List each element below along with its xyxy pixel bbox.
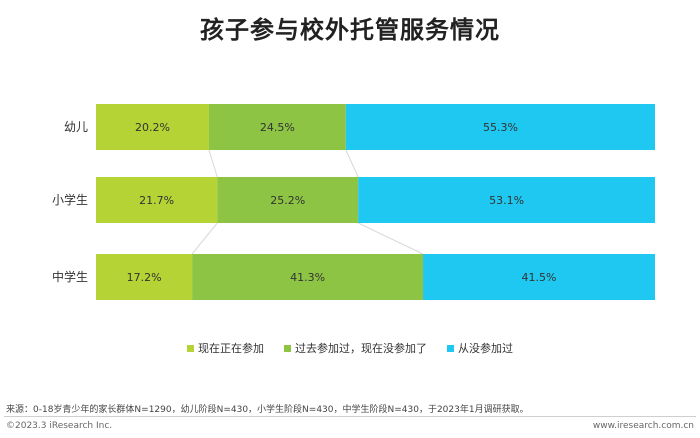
bar-segment-never (423, 254, 655, 300)
legend-swatch-never (447, 344, 454, 352)
bar-segment-past (192, 254, 424, 300)
connector-line (208, 149, 218, 178)
chart-title: 孩子参与校外托管服务情况 (200, 16, 500, 44)
bar-segment-past (217, 177, 359, 223)
legend-swatch-past (284, 344, 291, 352)
data-label: 25.2% (270, 194, 305, 207)
chart-legend: 现在正在参加 过去参加过，现在没参加了 从没参加过 (0, 340, 700, 356)
website-text: www.iresearch.com.cn (592, 421, 694, 431)
data-label: 20.2% (135, 121, 170, 134)
data-label: 21.7% (139, 194, 174, 207)
data-label: 41.3% (290, 271, 325, 284)
data-label: 53.1% (489, 194, 524, 207)
category-label: 小学生 (52, 192, 88, 207)
footer-divider (4, 416, 696, 417)
data-label: 41.5% (522, 271, 557, 284)
connector-line (345, 149, 359, 178)
data-label: 55.3% (483, 121, 518, 134)
bar-segment-current (96, 177, 218, 223)
bar-segment-never (345, 104, 655, 150)
bar-segment-current (96, 104, 209, 150)
legend-label-past: 过去参加过，现在没参加了 (295, 342, 427, 355)
source-note: 来源：0-18岁青少年的家长群体N=1290，幼儿阶段N=430，小学生阶段N=… (6, 405, 529, 415)
category-label: 中学生 (52, 269, 88, 284)
bar-segment-past (208, 104, 346, 150)
connector-line (357, 222, 424, 255)
legend-item-past: 过去参加过，现在没参加了 (284, 340, 427, 356)
legend-item-current: 现在正在参加 (187, 340, 264, 356)
connector-line (191, 222, 218, 255)
legend-label-current: 现在正在参加 (198, 342, 264, 355)
data-label: 24.5% (260, 121, 295, 134)
bar-segment-never (358, 177, 655, 223)
legend-swatch-current (187, 344, 194, 352)
bar-segment-current (96, 254, 193, 300)
legend-item-never: 从没参加过 (447, 340, 513, 356)
data-label: 17.2% (127, 271, 162, 284)
category-label: 幼儿 (64, 120, 88, 134)
copyright-text: ©2023.3 iResearch Inc. (6, 421, 113, 431)
legend-label-never: 从没参加过 (458, 342, 513, 355)
